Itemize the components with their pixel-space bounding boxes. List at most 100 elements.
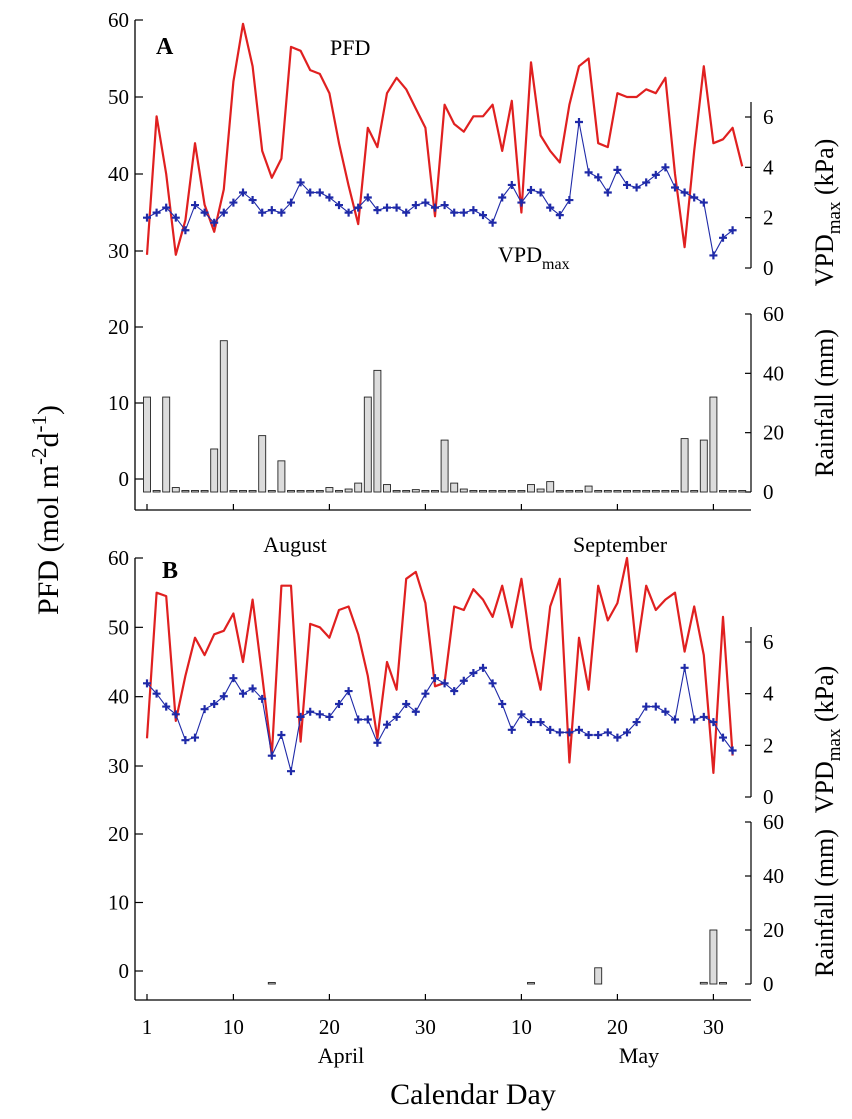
rainfall-bar <box>421 490 430 493</box>
rainfall-bar <box>267 982 276 985</box>
vpd-point <box>680 663 689 672</box>
vpd-point <box>469 206 478 215</box>
rain-axis-label: Rainfall (mm) <box>810 829 839 977</box>
vpd-point <box>507 725 516 734</box>
pfd-series-line <box>145 22 744 256</box>
rainfall-bar <box>411 489 420 493</box>
vpd-point <box>431 674 439 683</box>
vpd-tick-label: 2 <box>763 206 774 230</box>
vpd-point <box>229 674 238 683</box>
vpd-axis-label: VPDmax (kPa) <box>810 139 845 287</box>
rainfall-bar <box>527 484 535 493</box>
vpd-point <box>613 733 622 742</box>
rainfall-bar <box>219 340 228 493</box>
rainfall-bar <box>402 490 411 493</box>
vpd-point <box>440 679 449 688</box>
rainfall-bar <box>719 982 727 985</box>
pfd-lower-tick-label: 0 <box>119 959 130 983</box>
vpd-point <box>699 198 708 207</box>
vpd-point <box>517 710 526 719</box>
rainfall-bar <box>603 490 612 493</box>
rainfall-bar <box>229 490 238 493</box>
vpd-axis-label-sub: max <box>824 728 845 761</box>
vpd-axis-label: VPDmax (kPa) <box>810 666 845 814</box>
rainfall-bar <box>373 369 382 493</box>
rainfall-bar <box>354 482 363 493</box>
rain-tick-label: 40 <box>763 864 784 888</box>
vpd-point <box>440 201 449 210</box>
y-axis-label: PFD (mol m-2d-1) <box>27 405 65 615</box>
vpd-point <box>373 206 382 215</box>
panel-letter: A <box>156 34 174 60</box>
rainfall-bar <box>143 396 151 493</box>
vpd-point <box>210 700 219 708</box>
vpd-point <box>219 208 228 217</box>
vpd-point <box>363 193 372 202</box>
rain-tick-label: 60 <box>763 302 784 326</box>
rainfall-bar <box>191 490 199 493</box>
pfd-lower-tick-label: 10 <box>108 391 129 415</box>
rainfall-bar <box>287 490 295 493</box>
vpd-point <box>315 188 324 197</box>
month-label: May <box>619 1043 659 1068</box>
vpd-point <box>671 183 679 192</box>
rain-tick-label: 20 <box>763 918 784 942</box>
vpd-point <box>325 193 334 202</box>
vpd-point <box>603 728 612 737</box>
vpd-point <box>728 226 737 235</box>
x-tick-label: 1 <box>142 1015 153 1039</box>
rainfall-bar <box>699 439 708 493</box>
x-tick-label: 30 <box>703 1015 724 1039</box>
rainfall-bar <box>594 490 603 493</box>
vpd-point <box>344 208 353 217</box>
rainfall-bar <box>738 490 747 493</box>
rainfall-bar <box>680 438 689 493</box>
vpd-point <box>335 700 343 708</box>
vpd-point <box>584 731 593 739</box>
vpd-tick-label: 4 <box>763 155 774 179</box>
vpd-point <box>421 689 430 698</box>
vpd-point <box>555 728 564 737</box>
rainfall-bar <box>469 490 478 493</box>
vpd-point <box>517 198 526 207</box>
vpd-point <box>296 178 305 187</box>
rainfall-bar <box>690 490 699 493</box>
rainfall-bar <box>546 481 555 493</box>
vpd-point <box>239 188 247 197</box>
vpd-point <box>363 715 372 724</box>
vpd-point <box>709 718 718 727</box>
rainfall-bar <box>392 490 401 493</box>
rain-tick-label: 0 <box>763 972 774 996</box>
rainfall-bar <box>651 490 660 493</box>
vpd-point <box>191 733 199 742</box>
panel-letter: B <box>162 558 178 584</box>
vpd-point <box>450 208 459 217</box>
rainfall-bar <box>459 488 468 493</box>
vpd-point <box>258 694 267 703</box>
vpd-point <box>661 163 670 172</box>
rainfall-bar <box>181 490 190 493</box>
vpd-point <box>498 193 507 202</box>
rain-tick-label: 60 <box>763 810 784 834</box>
rainfall-bar <box>594 967 603 985</box>
rainfall-bar <box>488 490 497 493</box>
vpd-point <box>354 715 363 724</box>
vpd-point <box>632 718 641 727</box>
vpd-point <box>421 198 430 207</box>
vpd-point <box>565 728 574 737</box>
y-axis-label-close: ) <box>32 405 65 415</box>
vpd-series-label-main: VPD <box>498 242 542 267</box>
vpd-point <box>699 712 708 721</box>
month-label: April <box>318 1043 364 1068</box>
rainfall-bar <box>335 490 343 493</box>
rainfall-bar <box>363 396 372 493</box>
month-label: August <box>263 532 327 557</box>
pfd-tick-label: 30 <box>108 239 129 263</box>
vpd-series-label: VPDmax <box>498 242 570 273</box>
rainfall-bar <box>306 490 315 493</box>
vpd-axis-label-sub: max <box>824 201 845 234</box>
vpd-point <box>450 687 459 696</box>
vpd-point <box>642 702 651 711</box>
vpd-point <box>651 170 660 179</box>
vpd-point <box>181 226 190 235</box>
